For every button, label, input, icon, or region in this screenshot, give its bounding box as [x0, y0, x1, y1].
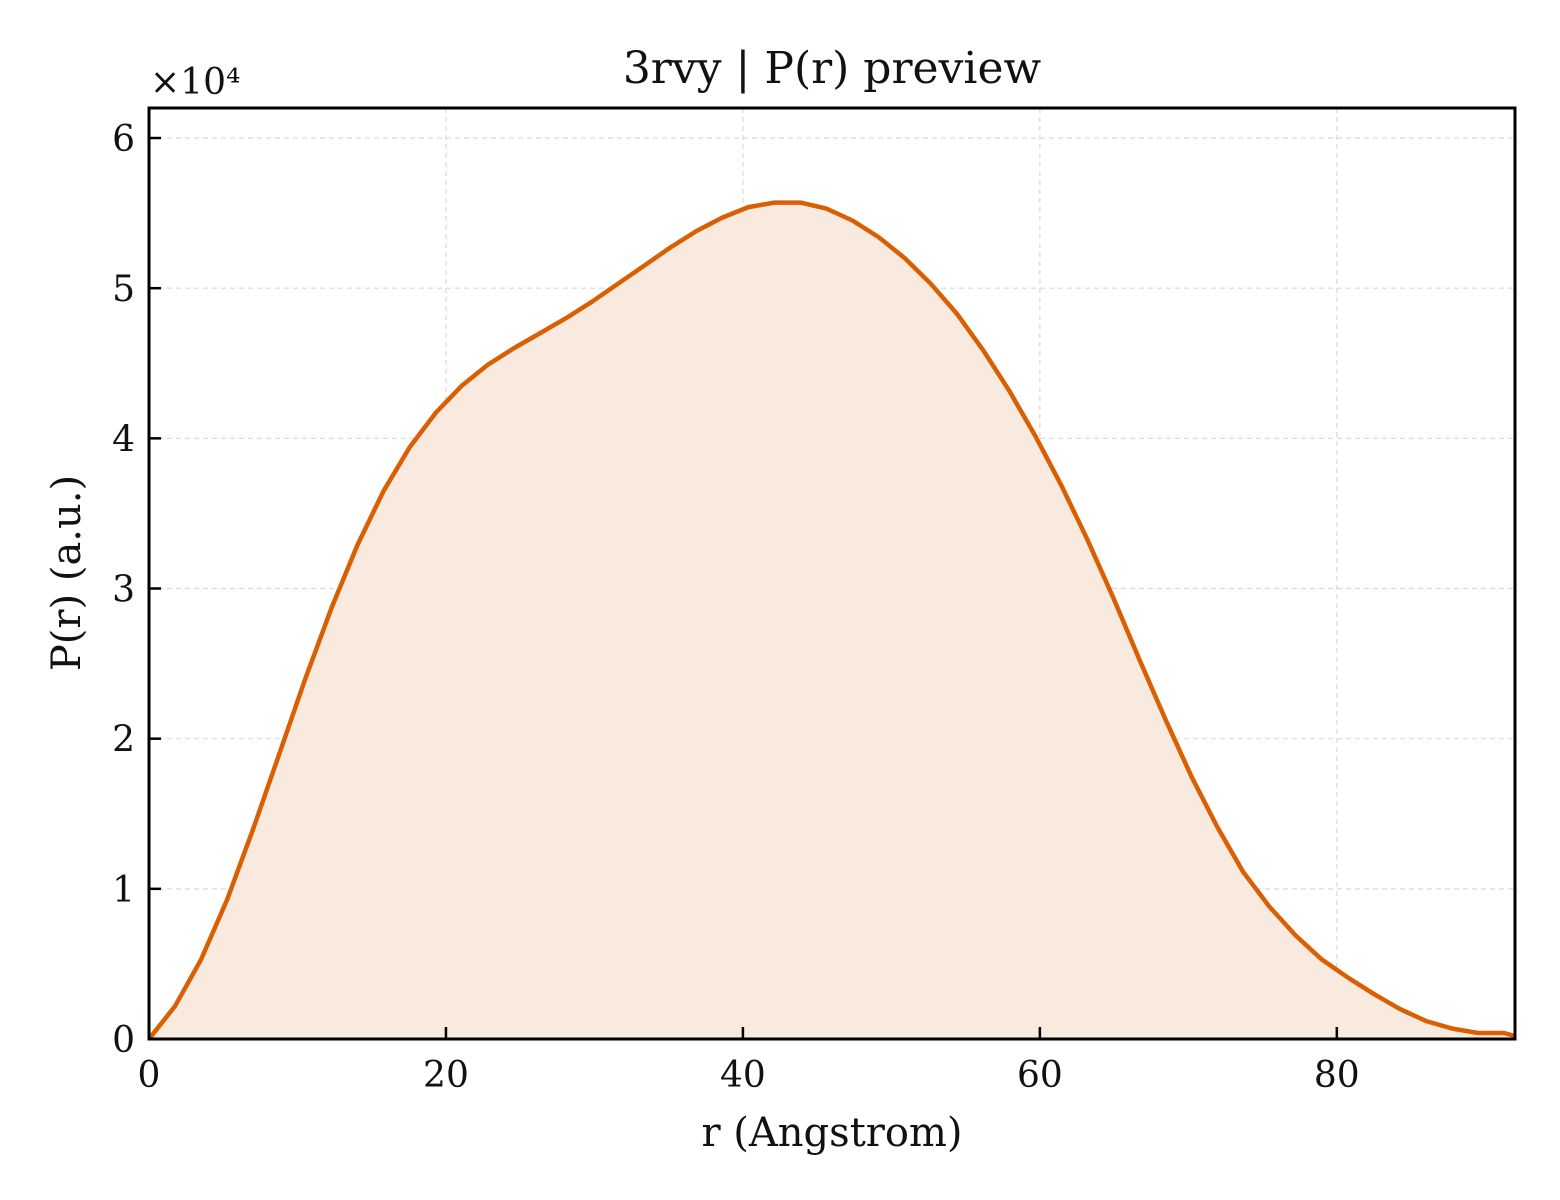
data-layer	[147, 200, 1516, 1041]
y-tick-label: 5	[112, 269, 135, 310]
series-line	[147, 200, 1516, 1041]
y-tick-label: 1	[112, 870, 135, 911]
y-axis-label: P(r) (a.u.)	[44, 475, 90, 671]
chart-title: 3rvy | P(r) preview	[623, 43, 1042, 94]
x-tick-label: 0	[138, 1055, 161, 1096]
x-tick-label: 20	[423, 1055, 469, 1096]
y-tick-label: 0	[112, 1020, 135, 1061]
y-axis-multiplier: ×10⁴	[150, 62, 240, 103]
y-tick-label: 4	[112, 419, 135, 460]
y-tick-label: 2	[112, 720, 135, 761]
plot-frame	[147, 106, 1517, 1041]
y-tick-label: 6	[112, 119, 135, 160]
series-area-fill	[149, 202, 1515, 1040]
x-tick-label: 40	[720, 1055, 766, 1096]
x-axis-label: r (Angstrom)	[701, 1110, 962, 1156]
x-tick-label: 80	[1314, 1055, 1360, 1096]
y-tick-label: 3	[112, 570, 135, 611]
x-tick-label: 60	[1017, 1055, 1063, 1096]
ticks: 0 20 40 60 80 0 1 2 3 4 5 6	[112, 119, 1360, 1096]
